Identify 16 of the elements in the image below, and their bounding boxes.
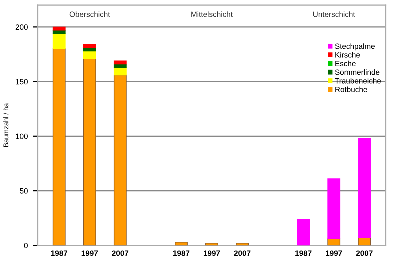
- bar: [52, 33, 66, 50]
- bar: [328, 178, 341, 240]
- bar: [114, 60, 127, 65]
- bar: [83, 44, 96, 48]
- bar: [175, 242, 188, 246]
- bar: [236, 243, 249, 246]
- bar: [83, 58, 96, 246]
- bar: [114, 64, 127, 68]
- bar: [297, 219, 310, 246]
- bar: [83, 50, 96, 60]
- bar: [52, 48, 66, 246]
- bar: [114, 67, 127, 76]
- bar: [52, 26, 66, 31]
- bar: [114, 74, 127, 246]
- bar: [358, 138, 372, 238]
- bar: [206, 243, 218, 246]
